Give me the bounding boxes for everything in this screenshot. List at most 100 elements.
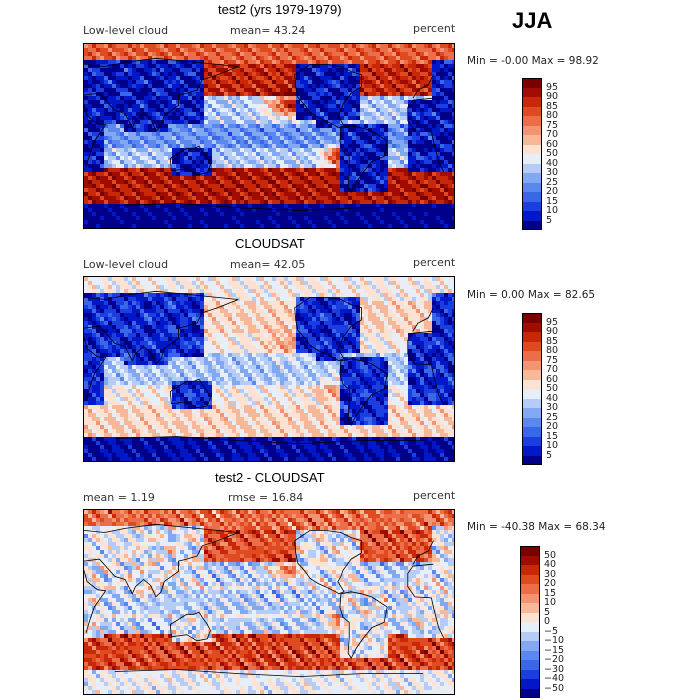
field-cell xyxy=(392,132,397,137)
field-cell xyxy=(328,188,333,193)
field-cell xyxy=(208,112,213,117)
field-cell xyxy=(132,220,137,225)
field-cell xyxy=(220,196,225,201)
field-cell xyxy=(204,148,209,153)
field-cell xyxy=(280,56,285,61)
field-cell xyxy=(304,212,309,217)
field-cell xyxy=(220,128,225,133)
field-cell xyxy=(368,156,373,161)
field-cell xyxy=(280,144,285,149)
field-cell xyxy=(444,144,449,149)
field-cell xyxy=(272,44,277,49)
field-cell xyxy=(272,164,277,169)
field-cell xyxy=(396,184,401,189)
field-cell xyxy=(316,224,321,228)
field-cell xyxy=(320,277,325,282)
field-cell xyxy=(336,220,341,225)
field-cell xyxy=(260,176,265,181)
field-cell xyxy=(452,184,454,189)
field-cell xyxy=(328,76,333,81)
field-cell xyxy=(288,116,293,121)
field-cell xyxy=(268,285,273,290)
field-cell xyxy=(444,220,449,225)
field-cell xyxy=(452,200,454,205)
field-cell xyxy=(232,220,237,225)
field-cell xyxy=(220,72,225,77)
field-cell xyxy=(316,293,321,298)
field-cell xyxy=(308,160,313,165)
field-cell xyxy=(148,184,153,189)
field-cell xyxy=(312,293,317,298)
field-cell xyxy=(316,100,321,105)
field-cell xyxy=(444,100,449,105)
field-cell xyxy=(424,285,429,290)
field-cell xyxy=(172,192,177,197)
field-cell xyxy=(92,84,97,89)
field-cell xyxy=(444,132,449,137)
field-cell xyxy=(84,108,89,113)
field-cell xyxy=(328,112,333,117)
field-cell xyxy=(148,176,153,181)
field-cell xyxy=(84,120,89,125)
field-cell xyxy=(120,200,125,205)
field-cell xyxy=(108,56,113,61)
field-cell xyxy=(312,56,317,61)
field-cell xyxy=(268,301,273,306)
colorbar-swatch xyxy=(522,97,542,107)
field-cell xyxy=(380,128,385,133)
field-cell xyxy=(116,56,121,61)
field-cell xyxy=(364,116,369,121)
field-cell xyxy=(220,301,225,306)
field-cell xyxy=(180,96,185,101)
field-cell xyxy=(408,92,413,97)
field-cell xyxy=(164,136,169,141)
field-cell xyxy=(184,200,189,205)
field-cell xyxy=(280,124,285,129)
field-cell xyxy=(328,289,333,294)
field-cell xyxy=(428,285,433,290)
field-cell xyxy=(412,188,417,193)
field-cell xyxy=(452,293,454,298)
field-cell xyxy=(304,285,309,290)
field-cell xyxy=(408,168,413,173)
field-cell xyxy=(112,200,117,205)
field-cell xyxy=(240,44,245,49)
field-cell xyxy=(184,88,189,93)
field-cell xyxy=(220,172,225,177)
field-cell xyxy=(432,72,437,77)
field-cell xyxy=(320,164,325,169)
field-cell xyxy=(452,124,454,129)
field-cell xyxy=(132,80,137,85)
field-cell xyxy=(284,297,289,302)
field-cell xyxy=(384,108,389,113)
field-cell xyxy=(260,212,265,217)
field-cell xyxy=(356,285,361,290)
field-cell xyxy=(424,108,429,113)
field-cell xyxy=(324,176,329,181)
field-cell xyxy=(320,200,325,205)
field-cell xyxy=(260,140,265,145)
field-cell xyxy=(256,160,261,165)
field-cell xyxy=(252,285,257,290)
field-cell xyxy=(416,116,421,121)
field-cell xyxy=(184,164,189,169)
colorbar-swatch xyxy=(522,144,542,154)
field-cell xyxy=(280,104,285,109)
field-cell xyxy=(292,192,297,197)
field-cell xyxy=(228,164,233,169)
field-cell xyxy=(272,285,277,290)
field-cell xyxy=(384,72,389,77)
field-cell xyxy=(444,188,449,193)
field-cell xyxy=(428,188,433,193)
field-cell xyxy=(308,144,313,149)
field-cell xyxy=(368,192,373,197)
field-cell xyxy=(412,160,417,165)
field-cell xyxy=(244,72,249,77)
field-cell xyxy=(388,68,393,73)
field-cell xyxy=(180,297,185,302)
field-cell xyxy=(320,52,325,57)
field-cell xyxy=(264,48,269,53)
field-cell xyxy=(328,148,333,153)
field-cell xyxy=(208,48,213,53)
field-cell xyxy=(428,60,433,65)
